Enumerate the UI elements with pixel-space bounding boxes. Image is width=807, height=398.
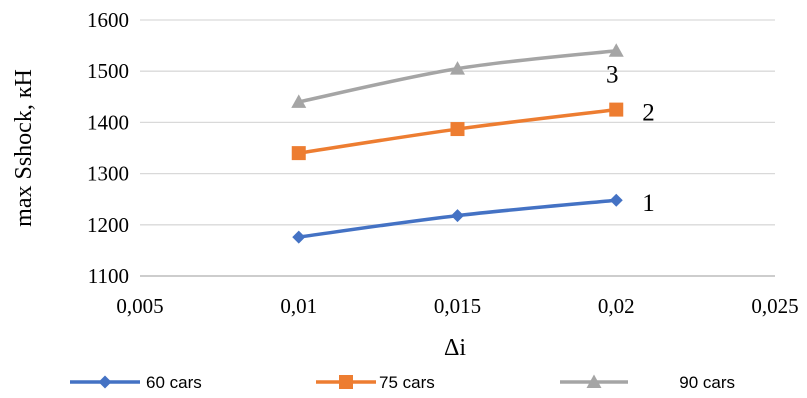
- legend-marker-1: [339, 375, 353, 389]
- y-tick-label-2: 1300: [87, 162, 129, 186]
- series-0-point-2: [609, 193, 623, 207]
- y-axis-title: max Sshock, кН: [11, 69, 37, 227]
- series-layer: [291, 43, 624, 244]
- x-tick-label-0: 0,005: [116, 294, 163, 318]
- legend-marker-2: [586, 374, 602, 388]
- series-1: [291, 102, 624, 161]
- curve-label-3: 3: [606, 62, 619, 89]
- legend-item-1: 75 cars: [316, 373, 435, 392]
- gridlines: [140, 19, 775, 277]
- series-2: [291, 43, 624, 108]
- y-tick-label-3: 1400: [87, 110, 129, 134]
- x-tick-label-2: 0,015: [434, 294, 481, 318]
- series-2-point-0: [291, 94, 307, 108]
- legend-item-2: 90 cars: [560, 373, 735, 392]
- series-1-point-1: [450, 122, 465, 137]
- curve-labels: 1 23: [606, 62, 655, 218]
- legend-marker-0: [98, 375, 112, 389]
- x-tick-label-1: 0,01: [280, 294, 317, 318]
- x-axis-title: Δi: [444, 335, 466, 361]
- series-1-point-2: [609, 102, 624, 117]
- y-tick-label-1: 1200: [87, 213, 129, 237]
- x-tick-label-4: 0,025: [751, 294, 798, 318]
- series-2-point-1: [450, 61, 465, 75]
- series-0-point-1: [451, 209, 464, 223]
- legend-label-2: 90 cars: [679, 373, 735, 392]
- legend-label-1: 75 cars: [379, 373, 435, 392]
- y-tick-labels: 1100 1200 1300 1400 1500 1600: [87, 8, 129, 288]
- series-2-point-2: [608, 43, 624, 57]
- y-tick-label-4: 1500: [87, 59, 129, 83]
- x-tick-label-3: 0,02: [598, 294, 635, 318]
- series-line-2: [298, 48, 617, 104]
- curve-label-1: 1: [642, 190, 655, 217]
- legend: 60 cars 75 cars 90 cars: [70, 373, 735, 392]
- legend-label-0: 60 cars: [146, 373, 202, 392]
- series-0: [292, 193, 623, 244]
- legend-item-0: 60 cars: [70, 373, 202, 392]
- series-0-point-0: [292, 230, 306, 244]
- curve-label-2: 2: [642, 100, 655, 127]
- y-tick-label-0: 1100: [88, 264, 129, 288]
- series-1-point-0: [291, 146, 306, 161]
- y-tick-label-5: 1600: [87, 8, 129, 32]
- x-tick-labels: 0,005 0,01 0,015 0,02 0,025: [116, 294, 798, 318]
